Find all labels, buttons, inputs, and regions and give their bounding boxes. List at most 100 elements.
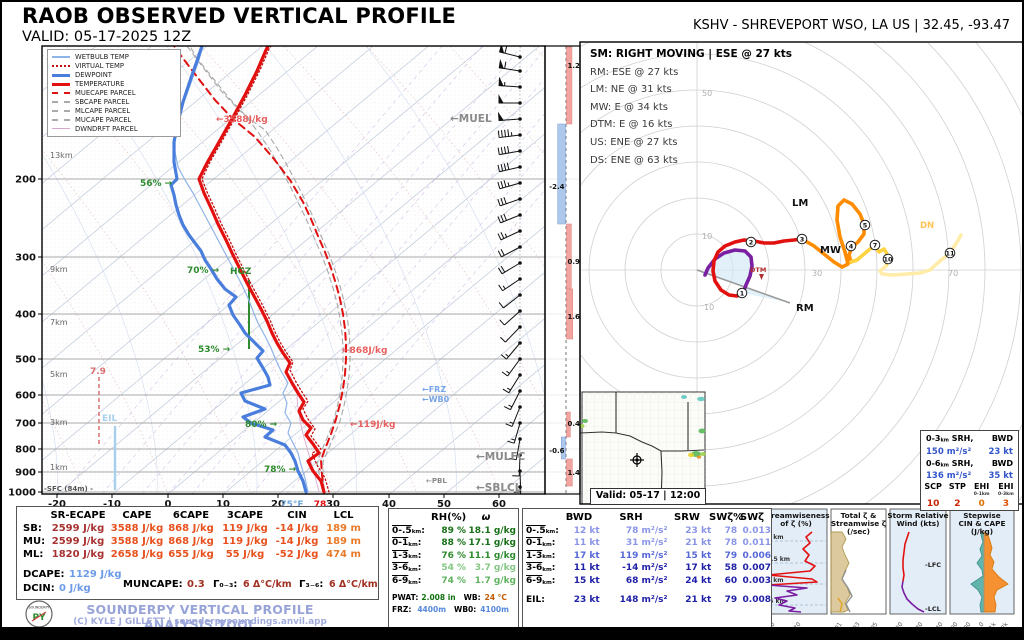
kin-row: 3-6km: 11 kt -14 m²/s² 17 kt 58 0.007 [526,563,771,574]
kin-value: 31 m²/s² [625,538,668,549]
srh-box-cell: BWD [991,434,1013,443]
thermo-header: SR-ECAPE [50,510,106,521]
kin-header-row: BWD SRH SRW SWζ% SWζ [565,512,765,523]
pressure-axis-label: 600 [15,391,36,402]
skewt-annotation: ←MULFC [476,451,526,463]
skewt-annotation: 78% → [264,465,297,475]
mini-xtick: 70 [793,621,803,631]
legend-item-label: WETBULB TEMP [75,53,129,62]
legend-line-sample [52,56,70,59]
thermo-extra: 1129 J/kg [69,569,122,580]
legend-item: MUCAPE PARCEL [52,115,176,124]
rh-value: 88 % [441,538,466,549]
mlcape-parcel-curve [189,46,344,493]
skewt-annotation: 56% → [140,179,173,189]
thermo-value: 189 m [326,536,361,547]
map-inset [580,391,706,504]
mini-plot-title: of ζ (%) [780,519,812,528]
thermo-header: CAPE [122,510,152,521]
srh-box-row: 0-3km SRH, BWD [921,433,1018,447]
thermo-value: -52 J/kg [275,549,319,560]
skewt-annotation: ←WB0 [422,395,450,404]
thermo-table: SR-ECAPE CAPE 6CAPE 3CAPE CIN LCL SB: 2599 J/kg… [16,506,379,600]
legend-line-sample [52,65,70,68]
thermo-header: 3CAPE [226,510,264,521]
thermo-value: 2658 J/kg [110,549,164,560]
storm-motion-entry: RM: ESE @ 27 kts [590,66,679,78]
height-label: 1km [50,463,68,472]
credit-text: (C) KYLE J GILLETT | sounderpysoundings.… [73,617,327,627]
thermo-row: ML: 1820 J/kg 2658 J/kg 655 J/kg 55 J/kg -52 … [17,549,378,560]
skewt-annotation: ←868J/kg [342,346,387,356]
temperature-curve [197,46,326,494]
srh-box-cell: 0-3km SRH, [926,434,974,444]
mini-plot-title: Streamwiseness [762,511,829,520]
legend-line-sample [52,100,70,103]
kin-row: 0-.5km: 12 kt 78 m²/s² 23 kt 78 0.013 [526,525,771,536]
kin-value: 15 kt [685,550,712,561]
kin-value: 0.006 [742,550,771,561]
storm-motion-box: SM: RIGHT MOVING | ESE @ 27 kts RM: ESE … [590,46,840,169]
rh-value: 74 % [441,575,466,586]
kin-value: 15 kt [573,575,600,586]
thermo-extra: MUNCAPE: [123,579,183,590]
sbcape-parcel-curve [186,46,351,493]
mini-plot-title: (/sec) [847,527,870,536]
temp-axis-label: 20 [271,499,285,510]
rh-header-row: RH(%) ω [431,512,491,523]
skewt-annotation: 53% → [198,345,231,355]
kin-value: 68 m²/s² [625,575,668,586]
kin-value: 21 kt [685,538,712,549]
rh-row: 3-6km: 54 % 3.7 g/kg [392,563,516,574]
thermo-extra: 6 Δ°C/km [329,579,378,590]
legend-item-label: MUECAPE PARCEL [75,89,136,97]
pressure-axis-label: 300 [15,253,36,264]
legend-item-label: DEWPOINT [75,71,112,80]
legend-line-sample [52,82,70,86]
thermo-value: 189 m [326,523,361,534]
mini-ylabel: 1.5 km [767,556,790,563]
hodo-label-dtm: DTM [750,266,766,274]
legend-item-label: VIRTUAL TEMP [75,62,125,71]
legend-item: SBCAPE PARCEL [52,97,176,106]
temp-axis-label: 60 [492,499,506,510]
temp-axis-label: 40 [382,499,396,510]
valid-time: VALID: 05-17-2025 12Z [22,29,192,45]
kin-value: 23 kt [685,525,712,536]
surface-temp-label: 75°F [280,500,303,510]
virtual-temp-curve [201,46,330,493]
mini-xtick: 30 [915,621,925,631]
temp-axis-label: -10 [103,499,121,510]
thermo-extra: 6 Δ°C/km [243,579,292,590]
srh-box-cell: 0-6km SRH, [926,458,974,469]
moisture-table: RH(%) ω 0-.5km: 89 % 18.1 g/kg 0-1km: 88 % 17.1… [388,508,519,628]
legend-item: TEMPERATURE [52,80,176,89]
thermo-header [17,510,47,521]
height-label: 13km [50,151,73,160]
logo-main-text: PY [32,613,46,623]
thermo-value: 868 J/kg [168,523,214,534]
map-valid-label: Valid: 05-17 | 12:00 [590,488,706,505]
hodo-height-marker: 3 [800,235,805,243]
surface-level-label: -SFC (84m) - [44,485,93,493]
hodo-height-marker: 1 [740,289,745,297]
srh-bwd-summary-box: 0-3km SRH, BWD 150 m²/s² 23 kt 0-6km SRH, BWD… [920,430,1019,512]
mini-xtick: 2k [1000,621,1010,631]
hodo-ring-label: 50 [702,89,712,98]
legend-item: VIRTUAL TEMP [52,62,176,71]
skewt-annotation: EIL [102,414,117,424]
height-label: 7km [50,318,68,327]
thermo-header-row: SR-ECAPE CAPE 6CAPE 3CAPE CIN LCL [17,510,378,521]
storm-motion-entry: MW: E @ 34 kts [590,101,668,113]
index-value: 2 [954,499,961,510]
kin-value: 78 m²/s² [625,525,668,536]
hodo-height-marker: 2 [749,238,754,246]
kin-row: 0-1km: 11 kt 31 m²/s² 21 kt 78 0.011 [526,538,771,549]
page-title: RAOB OBSERVED VERTICAL PROFILE [22,4,457,28]
kin-value: 17 kt [573,550,600,561]
hodo-1-3km [711,237,804,298]
mini-ylabel: 2 km [767,534,784,541]
hodo-3-6km [800,198,866,269]
station-info: KSHV - SHREVEPORT WSO, LA US | 32.45, -9… [693,18,1010,33]
